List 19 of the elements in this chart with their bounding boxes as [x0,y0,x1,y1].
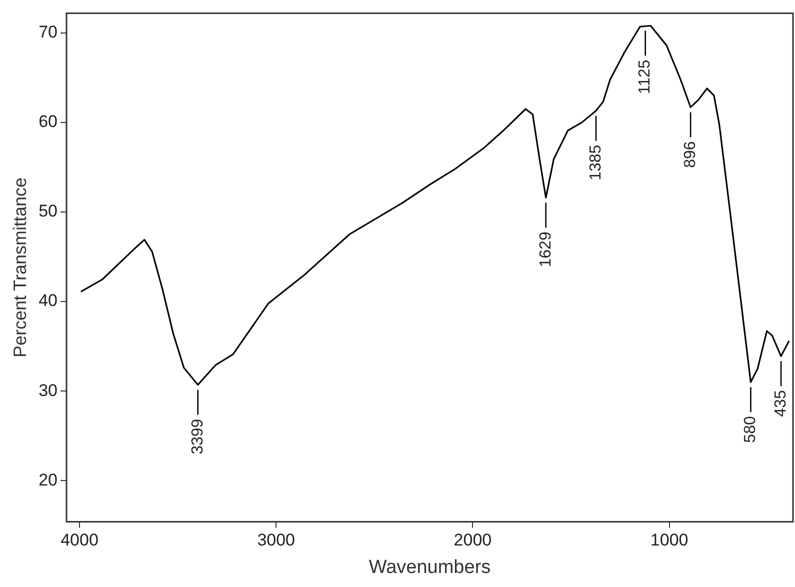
annotation: 896 [682,141,699,168]
x-tick-label: 2000 [454,530,492,550]
y-tick-label: 60 [38,112,58,132]
y-tick-label: 70 [38,22,58,42]
x-tick-label: 4000 [60,530,98,550]
annotation: 435 [772,390,790,417]
annotation: 580 [742,416,760,443]
x-tick-label: 1000 [650,530,688,550]
y-axis-title: Percent Transmittance [10,177,30,358]
x-axis-title: Wavenumbers [368,556,491,578]
annotation: 1629 [537,232,554,268]
annotation: 1385 [587,144,604,180]
annotation: 3399 [189,418,206,454]
y-tick-label: 20 [38,470,58,490]
y-tick-label: 40 [38,291,58,310]
annotation: 1125 [636,60,654,94]
y-tick-label: 50 [38,202,58,221]
y-tick-label: 30 [38,380,58,400]
x-tick-label: 3000 [257,530,296,550]
